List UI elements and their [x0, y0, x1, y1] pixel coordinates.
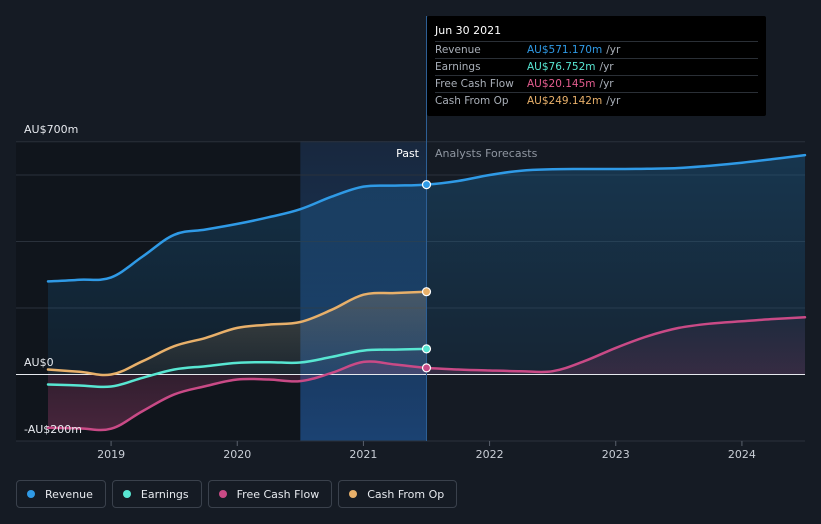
tooltip-unit: /yr: [599, 61, 614, 73]
tooltip-label: Free Cash Flow: [435, 78, 514, 90]
cash-from-op-line: [46, 290, 428, 377]
tooltip-value: AU$76.752m: [527, 61, 596, 73]
tooltip-label: Cash From Op: [435, 95, 509, 107]
tooltip-label: Earnings: [435, 61, 481, 73]
cash-from-op-dot-icon: [349, 490, 358, 498]
legend-label: Free Cash Flow: [236, 487, 320, 501]
y-label-bottom: -AU$200m: [24, 423, 82, 436]
free-cash-flow-dot-icon: [218, 490, 227, 498]
forecast-label: Analysts Forecasts: [435, 147, 538, 160]
earnings-point[interactable]: [421, 344, 432, 354]
earnings-line: [46, 347, 428, 389]
tooltip-value: AU$20.145m: [527, 78, 596, 90]
revenue-dot-icon: [27, 490, 35, 498]
legend: Revenue Earnings Free Cash Flow Cash Fro…: [16, 480, 458, 508]
legend-label: Cash From Op: [367, 487, 445, 501]
tooltip-row-earnings: Earnings AU$76.752m /yr: [435, 58, 758, 75]
x-tick-label: 2023: [602, 448, 630, 461]
revenue-point[interactable]: [421, 180, 432, 190]
x-tick-label: 2022: [476, 448, 504, 461]
tooltip-value: AU$571.170m: [527, 44, 603, 56]
cash-from-op-area: [48, 291, 427, 376]
tooltip-unit: /yr: [606, 44, 621, 56]
x-tick-label: 2024: [728, 448, 756, 461]
legend-label: Revenue: [45, 487, 93, 501]
legend-item-cash-from-op[interactable]: Cash From Op: [338, 480, 458, 508]
tooltip: Jun 30 2021 Revenue AU$571.170m /yr Earn…: [427, 16, 766, 116]
tooltip-unit: /yr: [606, 95, 621, 107]
tooltip-label: Revenue: [435, 44, 481, 56]
past-label: Past: [396, 147, 420, 160]
tooltip-date: Jun 30 2021: [435, 24, 502, 37]
tooltip-row-revenue: Revenue AU$571.170m /yr: [435, 41, 758, 58]
y-label-zero: AU$0: [24, 356, 54, 369]
cash-from-op-point[interactable]: [421, 287, 432, 297]
legend-item-earnings[interactable]: Earnings: [111, 480, 202, 508]
legend-item-free-cash-flow[interactable]: Free Cash Flow: [207, 480, 333, 508]
x-tick-label: 2020: [223, 448, 251, 461]
x-tick-label: 2019: [97, 448, 125, 461]
y-label-top: AU$700m: [24, 123, 78, 136]
tooltip-unit: /yr: [599, 78, 614, 90]
tooltip-row-free-cash-flow: Free Cash Flow AU$20.145m /yr: [435, 75, 758, 92]
legend-item-revenue[interactable]: Revenue: [16, 480, 106, 508]
legend-label: Earnings: [140, 487, 189, 501]
free-cash-flow-point[interactable]: [421, 363, 432, 373]
tooltip-row-cash-from-op: Cash From Op AU$249.142m /yr: [435, 92, 758, 109]
tooltip-value: AU$249.142m: [527, 95, 603, 107]
x-tick-label: 2021: [349, 448, 377, 461]
earnings-dot-icon: [122, 490, 131, 498]
